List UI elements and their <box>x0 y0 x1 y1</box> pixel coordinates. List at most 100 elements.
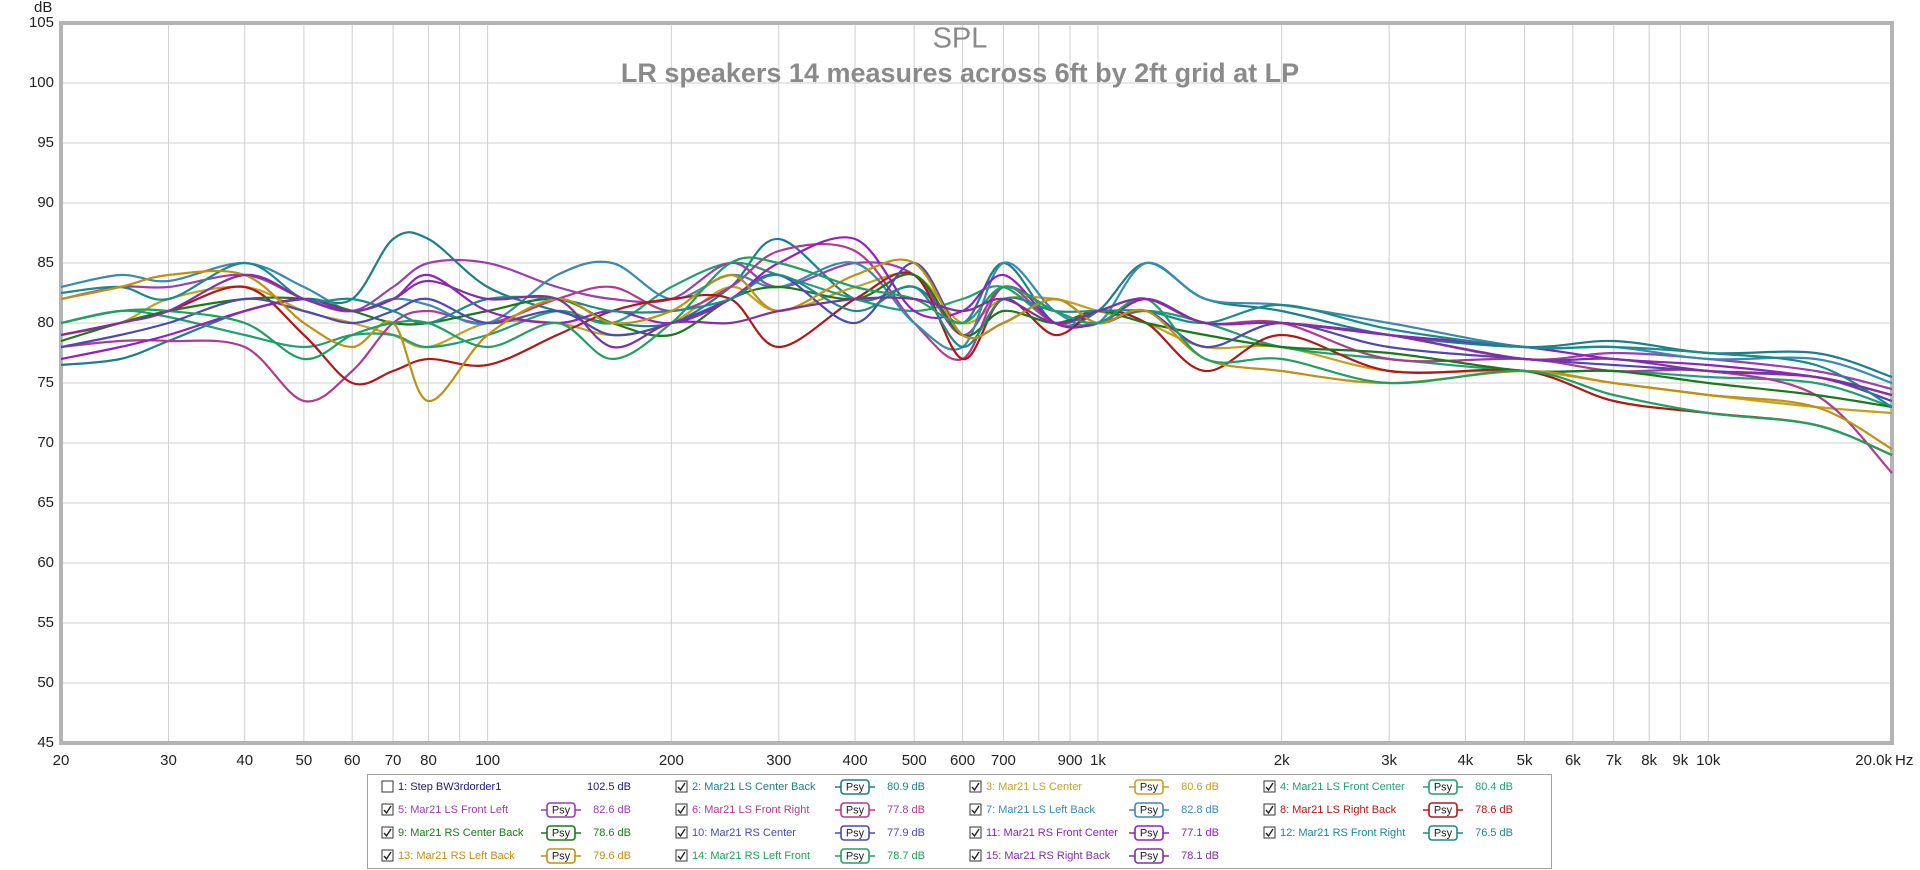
psy-button[interactable] <box>1134 848 1164 864</box>
psy-label[interactable]: Psy <box>552 827 571 839</box>
legend-label[interactable]: 12: Mar21 RS Front Right <box>1280 827 1405 839</box>
x-tick-label: 4k <box>1457 752 1473 769</box>
psy-button[interactable] <box>1428 825 1458 841</box>
psy-label[interactable]: Psy <box>1140 804 1159 816</box>
legend-level: 79.6 dB <box>593 850 631 862</box>
legend-checkbox[interactable] <box>675 826 688 839</box>
legend-label[interactable]: 7: Mar21 LS Left Back <box>986 804 1095 816</box>
legend-label[interactable]: 8: Mar21 LS Right Back <box>1280 804 1397 816</box>
legend-checkmark <box>1265 782 1274 792</box>
legend-level: 76.5 dB <box>1475 827 1513 839</box>
psy-button[interactable] <box>840 848 870 864</box>
psy-button[interactable] <box>840 825 870 841</box>
x-tick-label: 40 <box>236 752 253 769</box>
legend-level: 77.8 dB <box>887 804 925 816</box>
legend-checkbox[interactable] <box>969 826 982 839</box>
legend-label[interactable]: 4: Mar21 LS Front Center <box>1280 781 1405 793</box>
psy-label[interactable]: Psy <box>1140 781 1159 793</box>
x-tick-label: 700 <box>991 752 1016 769</box>
legend-checkmark <box>971 851 980 861</box>
psy-button[interactable] <box>1134 802 1164 818</box>
legend-level: 82.6 dB <box>593 804 631 816</box>
x-tick-label: 8k <box>1641 752 1657 769</box>
legend-checkbox[interactable] <box>381 849 394 862</box>
legend-level: 78.6 dB <box>593 827 631 839</box>
legend-checkbox[interactable] <box>969 780 982 793</box>
x-tick-label: 50 <box>296 752 313 769</box>
psy-button[interactable] <box>840 802 870 818</box>
x-tick-label: 600 <box>950 752 975 769</box>
psy-label[interactable]: Psy <box>552 850 571 862</box>
legend-checkbox[interactable] <box>1263 780 1276 793</box>
legend-checkbox[interactable] <box>1263 803 1276 816</box>
psy-label[interactable]: Psy <box>1434 804 1453 816</box>
psy-button[interactable] <box>840 779 870 795</box>
psy-label[interactable]: Psy <box>846 827 865 839</box>
psy-button[interactable] <box>546 848 576 864</box>
y-tick-label: 50 <box>37 674 54 691</box>
legend-label[interactable]: 10: Mar21 RS Center <box>692 827 796 839</box>
y-tick-label: 100 <box>29 74 54 91</box>
psy-label[interactable]: Psy <box>1434 827 1453 839</box>
x-axis-label: Hz <box>1895 752 1913 769</box>
psy-label[interactable]: Psy <box>846 850 865 862</box>
labels: 45 50 55 60 65 70 75 80 85 90 95 100 105 20 30 40 50 60 70… <box>29 14 1893 769</box>
psy-label[interactable]: Psy <box>846 804 865 816</box>
psy-button[interactable] <box>546 802 576 818</box>
y-tick-label: 45 <box>37 734 54 751</box>
psy-label[interactable]: Psy <box>1140 850 1159 862</box>
x-tick-label: 400 <box>843 752 868 769</box>
legend-checkbox[interactable] <box>675 780 688 793</box>
legend-label[interactable]: 5: Mar21 LS Front Left <box>398 804 508 816</box>
x-tick-label: 200 <box>659 752 684 769</box>
legend-label[interactable]: 1: Step BW3rdorder1 <box>398 781 501 793</box>
psy-label[interactable]: Psy <box>1434 781 1453 793</box>
legend-level: 77.1 dB <box>1181 827 1219 839</box>
legend-checkbox[interactable] <box>381 780 394 793</box>
legend-checkbox[interactable] <box>1263 826 1276 839</box>
legend-checkbox[interactable] <box>675 803 688 816</box>
series-line <box>60 261 1893 403</box>
legend-label[interactable]: 14: Mar21 RS Left Front <box>692 850 810 862</box>
psy-label[interactable]: Psy <box>1140 827 1159 839</box>
x-tick-label: 5k <box>1517 752 1533 769</box>
psy-button[interactable] <box>1134 825 1164 841</box>
legend-checkbox[interactable] <box>969 803 982 816</box>
legend-label[interactable]: 2: Mar21 LS Center Back <box>692 781 816 793</box>
legend-level: 78.7 dB <box>887 850 925 862</box>
legend-label[interactable]: 3: Mar21 LS Center <box>986 781 1082 793</box>
psy-button[interactable] <box>1428 779 1458 795</box>
legend-label[interactable]: 15: Mar21 RS Right Back <box>986 850 1111 862</box>
legend-level: 80.6 dB <box>1181 781 1219 793</box>
y-axis-label: dB <box>34 0 52 16</box>
x-tick-label: 3k <box>1381 752 1397 769</box>
psy-label[interactable]: Psy <box>552 804 571 816</box>
legend-label[interactable]: 13: Mar21 RS Left Back <box>398 850 515 862</box>
legend-label[interactable]: 9: Mar21 RS Center Back <box>398 827 524 839</box>
x-tick-label: 300 <box>766 752 791 769</box>
legend-checkmark <box>1265 828 1274 838</box>
legend-level: 78.6 dB <box>1475 804 1513 816</box>
legend-level: 82.8 dB <box>1181 804 1219 816</box>
legend-checkbox[interactable] <box>675 849 688 862</box>
psy-button[interactable] <box>1428 802 1458 818</box>
legend-checkmark <box>677 828 686 838</box>
x-tick-label: 60 <box>344 752 361 769</box>
legend-checkbox[interactable] <box>381 826 394 839</box>
legend-label[interactable]: 11: Mar21 RS Front Center <box>986 827 1118 839</box>
y-tick-label: 85 <box>37 254 54 271</box>
legend-checkmark <box>1265 805 1274 815</box>
psy-button[interactable] <box>1134 779 1164 795</box>
legend-checkbox[interactable] <box>969 849 982 862</box>
psy-button[interactable] <box>546 825 576 841</box>
legend-checkmark <box>677 851 686 861</box>
psy-label[interactable]: Psy <box>846 781 865 793</box>
legend-checkbox[interactable] <box>381 803 394 816</box>
y-tick-label: 80 <box>37 314 54 331</box>
y-tick-label: 70 <box>37 434 54 451</box>
legend-label[interactable]: 6: Mar21 LS Front Right <box>692 804 809 816</box>
x-tick-label: 80 <box>420 752 437 769</box>
